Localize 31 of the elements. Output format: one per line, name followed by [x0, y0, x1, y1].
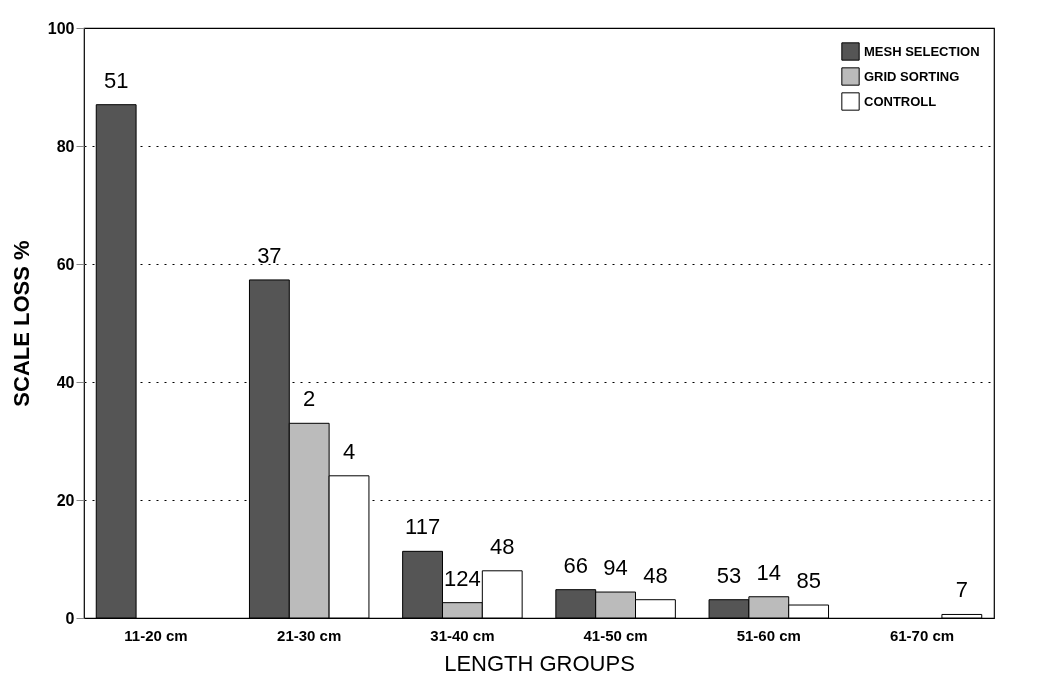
x-axis-title: LENGTH GROUPS — [444, 650, 635, 676]
x-tick-label: 31-40 cm — [430, 626, 495, 644]
annotation: 48 — [489, 533, 515, 559]
y-tick-label: 0 — [65, 609, 75, 627]
annotation: 94 — [603, 555, 628, 581]
y-tick-label: 80 — [56, 137, 75, 155]
annotation: 2 — [303, 386, 316, 412]
legend-label: CONTROLL — [864, 93, 937, 109]
x-tick-label: 11-20 cm — [124, 626, 188, 644]
annotation: 37 — [257, 242, 282, 268]
y-tick-label: 100 — [47, 19, 75, 37]
annotation: 85 — [796, 568, 821, 594]
x-tick-label: 21-30 cm — [277, 626, 342, 644]
annotation: 124 — [444, 565, 481, 591]
annotation: 14 — [756, 559, 782, 585]
x-tick-label: 61-70 cm — [889, 626, 955, 644]
annotation: 66 — [563, 552, 589, 578]
annotation: 117 — [405, 514, 441, 540]
annotation: 53 — [716, 562, 742, 588]
annotation: 48 — [643, 562, 668, 588]
annotation: 51 — [103, 67, 129, 93]
y-tick-label: 20 — [56, 491, 75, 509]
y-tick-label: 60 — [56, 255, 75, 273]
legend-label: MESH SELECTION — [864, 43, 980, 59]
legend-label: GRID SORTING — [864, 68, 960, 84]
x-tick-label: 51-60 cm — [736, 626, 801, 644]
x-tick-label: 41-50 cm — [583, 626, 648, 644]
annotation: 4 — [342, 438, 356, 464]
y-axis-title: SCALE LOSS % — [8, 240, 34, 407]
annotation: 7 — [955, 577, 968, 603]
y-tick-label: 40 — [56, 373, 75, 391]
